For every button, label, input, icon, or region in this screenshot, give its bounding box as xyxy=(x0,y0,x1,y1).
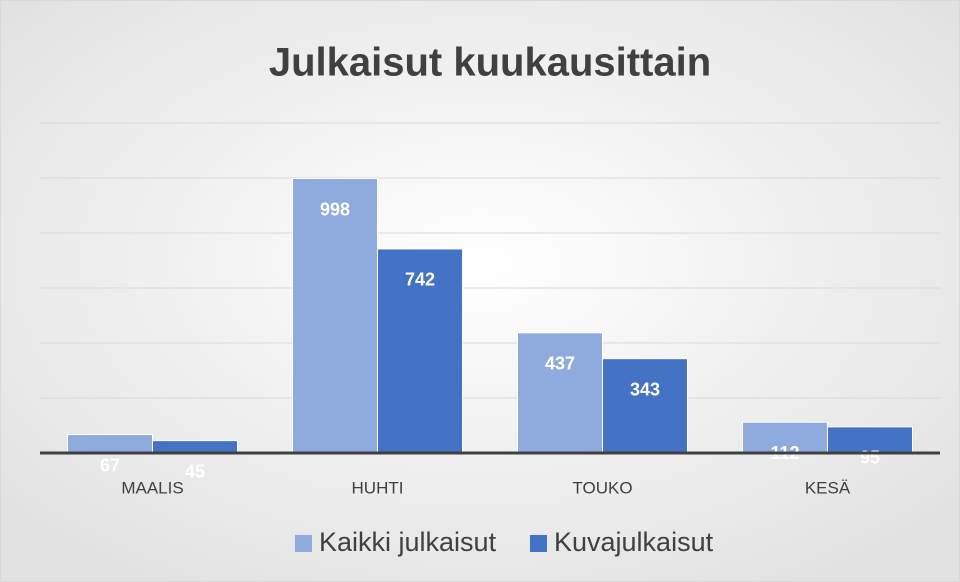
bar xyxy=(67,434,153,454)
data-label: 343 xyxy=(630,379,660,399)
bar xyxy=(602,358,688,454)
legend-swatch xyxy=(530,535,547,552)
data-label: 95 xyxy=(860,448,880,468)
legend-label: Kuvajulkaisut xyxy=(554,527,714,557)
data-label: 45 xyxy=(185,461,205,481)
x-tick-label: MAALIS xyxy=(121,478,183,497)
x-tick-label: TOUKO xyxy=(572,478,632,497)
bar xyxy=(742,421,828,454)
data-label: 742 xyxy=(405,270,435,290)
chart-title: Julkaisut kuukausittain xyxy=(269,41,711,85)
x-tick-label: HUHTI xyxy=(352,478,404,497)
bar xyxy=(827,426,913,454)
legend-label: Kaikki julkaisut xyxy=(319,527,497,557)
bar xyxy=(152,440,238,454)
bar xyxy=(292,178,378,454)
data-label: 998 xyxy=(320,199,350,219)
data-label: 67 xyxy=(100,455,120,475)
bar xyxy=(517,332,603,454)
data-label: 437 xyxy=(545,354,575,374)
bar xyxy=(377,248,463,454)
legend-swatch xyxy=(295,535,312,552)
x-tick-label: KESÄ xyxy=(805,478,851,497)
